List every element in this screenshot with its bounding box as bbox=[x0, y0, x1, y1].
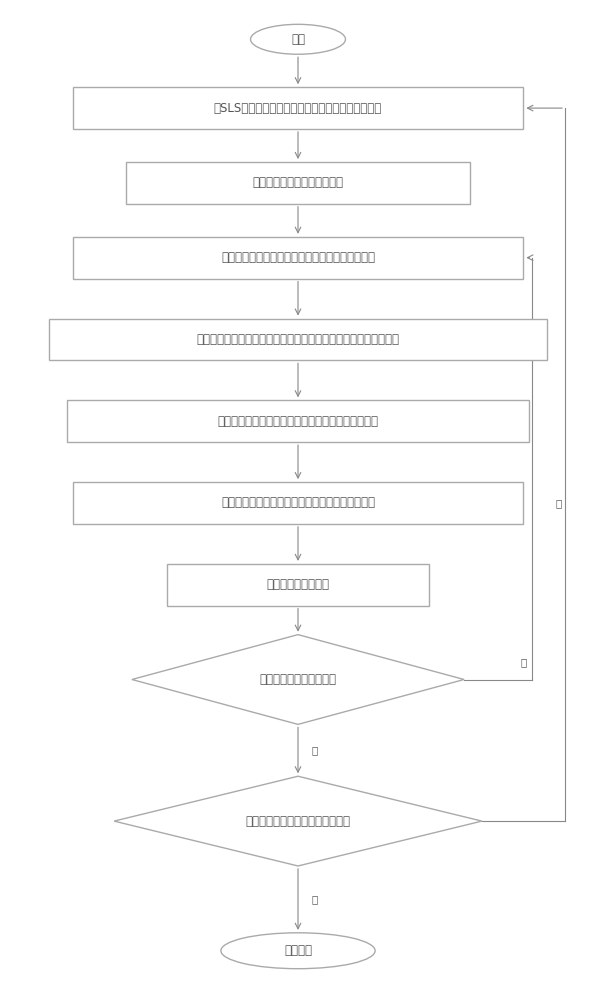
Ellipse shape bbox=[221, 933, 375, 969]
Text: 是否完成最后一层切片轮廓加工？: 是否完成最后一层切片轮廓加工？ bbox=[246, 815, 350, 828]
Ellipse shape bbox=[250, 24, 346, 54]
Text: 启用预热系统对粉床进行预热: 启用预热系统对粉床进行预热 bbox=[253, 176, 343, 189]
FancyBboxPatch shape bbox=[126, 162, 470, 204]
FancyBboxPatch shape bbox=[73, 87, 523, 129]
FancyBboxPatch shape bbox=[73, 482, 523, 524]
Text: 是: 是 bbox=[311, 894, 317, 904]
FancyBboxPatch shape bbox=[73, 237, 523, 279]
Text: 根据温度场数据将粉床区域划分为若干个属于不同温度区间的区域: 根据温度场数据将粉床区域划分为若干个属于不同温度区间的区域 bbox=[197, 333, 399, 346]
Text: 规划出各个区域加工时所用的工艺参数的具体数值: 规划出各个区域加工时所用的工艺参数的具体数值 bbox=[221, 496, 375, 509]
FancyBboxPatch shape bbox=[167, 564, 429, 606]
Text: 在SLS加工平台上铺设一层粉末，开始一层粉末加工: 在SLS加工平台上铺设一层粉末，开始一层粉末加工 bbox=[214, 102, 382, 115]
FancyBboxPatch shape bbox=[67, 400, 529, 442]
Text: 开始: 开始 bbox=[291, 33, 305, 46]
Text: 否: 否 bbox=[555, 498, 562, 508]
Text: 启动激光器进行加工: 启动激光器进行加工 bbox=[266, 578, 330, 591]
Polygon shape bbox=[114, 776, 482, 866]
Text: 否: 否 bbox=[520, 658, 526, 668]
Text: 是: 是 bbox=[311, 745, 317, 755]
Text: 将待加工区域进一步划分为属于不同温度区间的区域: 将待加工区域进一步划分为属于不同温度区间的区域 bbox=[218, 415, 378, 428]
FancyBboxPatch shape bbox=[49, 319, 547, 360]
Text: 结束加工: 结束加工 bbox=[284, 944, 312, 957]
Polygon shape bbox=[132, 635, 464, 724]
Text: 热成像仪检测温度场分布，温度场数据传入计算机: 热成像仪检测温度场分布，温度场数据传入计算机 bbox=[221, 251, 375, 264]
Text: 是否完成该层轮廓加工？: 是否完成该层轮廓加工？ bbox=[259, 673, 337, 686]
